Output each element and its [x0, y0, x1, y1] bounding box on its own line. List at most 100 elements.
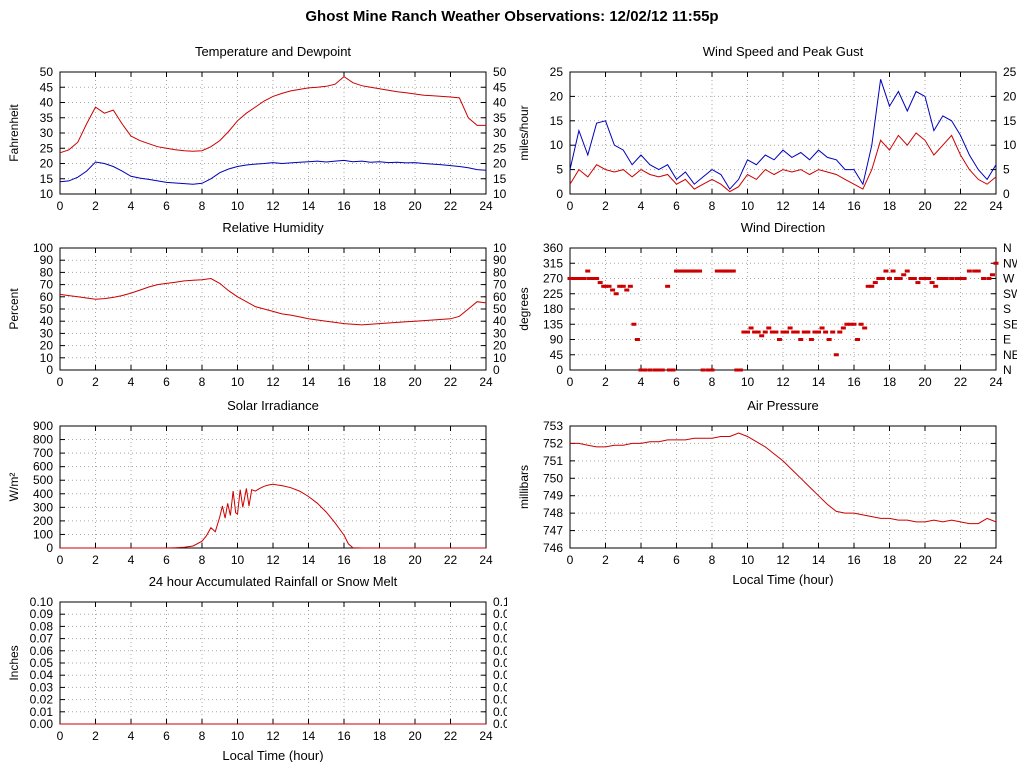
svg-text:10: 10: [231, 375, 245, 389]
svg-text:18: 18: [883, 553, 897, 567]
svg-text:40: 40: [40, 96, 54, 110]
svg-text:45: 45: [493, 80, 507, 94]
svg-text:300: 300: [33, 500, 53, 514]
svg-text:0.04: 0.04: [493, 668, 507, 682]
svg-text:4: 4: [638, 553, 645, 567]
svg-text:N: N: [1003, 363, 1012, 377]
svg-text:25: 25: [40, 141, 54, 155]
chart-title-air-pressure: Air Pressure: [747, 398, 819, 413]
solar-irradiance-plot: 0 2 4 6 8 10 12 14 16 18 20 22 240100200300400500600…: [7, 420, 493, 567]
svg-text:24: 24: [989, 375, 1003, 389]
svg-text:40: 40: [40, 314, 54, 328]
svg-text:225: 225: [543, 287, 563, 301]
relative-humidity-line: [59, 277, 487, 326]
chart-wind-direction: Wind Direction 0 2 4 6 8 10 12 14 16 18 20 22 24 0 45 9…: [512, 216, 1017, 412]
svg-text:2: 2: [92, 199, 99, 213]
svg-text:16: 16: [847, 553, 861, 567]
svg-text:16: 16: [847, 199, 861, 213]
svg-text:50: 50: [40, 66, 54, 79]
svg-text:24: 24: [479, 553, 493, 567]
chart-relative-humidity: Relative Humidity 0 2 4 6 8 10 12 14 16 18 20 22 24 0…: [2, 216, 507, 412]
svg-text:60: 60: [40, 290, 54, 304]
svg-text:4: 4: [638, 375, 645, 389]
x-axis-title: Local Time (hour): [222, 748, 323, 762]
svg-text:0.09: 0.09: [493, 607, 507, 621]
air-pressure-line: [570, 432, 997, 525]
svg-text:18: 18: [373, 553, 387, 567]
peak-gust-line: [569, 79, 997, 190]
svg-text:20: 20: [408, 553, 422, 567]
svg-text:12: 12: [266, 375, 280, 389]
chart-title-wind-direction: Wind Direction: [740, 220, 826, 235]
svg-text:2: 2: [602, 553, 609, 567]
tick-marks: [59, 71, 487, 195]
svg-text:8: 8: [709, 553, 716, 567]
svg-text:5: 5: [556, 163, 563, 177]
svg-text:30: 30: [40, 326, 54, 340]
svg-text:14: 14: [302, 199, 316, 213]
tick-labels: 0 2 4 6 8 10 12 14 16 18 20 22 241015202530354045501…: [40, 66, 507, 213]
y-axis-title: millibars: [517, 465, 531, 509]
svg-text:748: 748: [543, 506, 563, 520]
svg-text:0: 0: [567, 375, 574, 389]
svg-text:16: 16: [847, 375, 861, 389]
svg-text:8: 8: [199, 729, 206, 743]
page-title: Ghost Mine Ranch Weather Observations: 1…: [305, 8, 719, 25]
svg-text:10: 10: [40, 187, 54, 201]
y-axis-title: Percent: [7, 288, 21, 330]
svg-text:18: 18: [373, 375, 387, 389]
svg-text:16: 16: [337, 553, 351, 567]
svg-text:8: 8: [199, 553, 206, 567]
svg-text:0: 0: [567, 553, 574, 567]
svg-text:12: 12: [776, 553, 790, 567]
svg-text:35: 35: [40, 111, 54, 125]
svg-text:12: 12: [776, 199, 790, 213]
wind-direction-plot: 0 2 4 6 8 10 12 14 16 18 20 22 240459013518022527031…: [517, 242, 1017, 389]
svg-text:20: 20: [918, 375, 932, 389]
gridlines: [59, 71, 487, 195]
wind-direction-points: [567, 261, 999, 372]
svg-text:35: 35: [493, 111, 507, 125]
svg-text:0: 0: [1003, 187, 1010, 201]
tick-marks: [59, 247, 487, 371]
svg-text:0: 0: [57, 199, 64, 213]
svg-text:70: 70: [493, 278, 507, 292]
svg-text:6: 6: [163, 199, 170, 213]
svg-text:90: 90: [493, 253, 507, 267]
svg-text:80: 80: [40, 265, 54, 279]
svg-text:0.06: 0.06: [493, 644, 507, 658]
svg-text:0.00: 0.00: [493, 717, 507, 731]
svg-text:900: 900: [33, 420, 53, 433]
svg-text:800: 800: [33, 433, 53, 447]
tick-labels: 0 2 4 6 8 10 12 14 16 18 20 22 240102030405060708090…: [33, 242, 507, 389]
svg-text:500: 500: [33, 473, 53, 487]
svg-text:135: 135: [543, 317, 563, 331]
svg-text:18: 18: [373, 729, 387, 743]
svg-text:400: 400: [33, 487, 53, 501]
svg-text:22: 22: [444, 553, 458, 567]
svg-text:20: 20: [408, 199, 422, 213]
gridlines: [569, 247, 997, 371]
svg-text:10: 10: [231, 199, 245, 213]
svg-text:200: 200: [33, 514, 53, 528]
svg-text:30: 30: [493, 126, 507, 140]
svg-text:E: E: [1003, 333, 1011, 347]
svg-text:8: 8: [199, 199, 206, 213]
svg-text:10: 10: [493, 351, 507, 365]
svg-text:180: 180: [543, 302, 563, 316]
svg-text:315: 315: [543, 256, 563, 270]
svg-text:30: 30: [40, 126, 54, 140]
svg-text:30: 30: [493, 326, 507, 340]
gridlines: [59, 425, 487, 549]
svg-text:40: 40: [493, 96, 507, 110]
svg-text:15: 15: [1003, 114, 1017, 128]
svg-text:6: 6: [673, 553, 680, 567]
gridlines: [59, 247, 487, 371]
svg-text:0.08: 0.08: [30, 619, 54, 633]
svg-text:6: 6: [163, 375, 170, 389]
svg-text:14: 14: [302, 729, 316, 743]
svg-text:10: 10: [550, 138, 564, 152]
svg-text:15: 15: [493, 172, 507, 186]
y-axis-title: Fahrenheit: [7, 104, 21, 162]
svg-text:10: 10: [493, 187, 507, 201]
